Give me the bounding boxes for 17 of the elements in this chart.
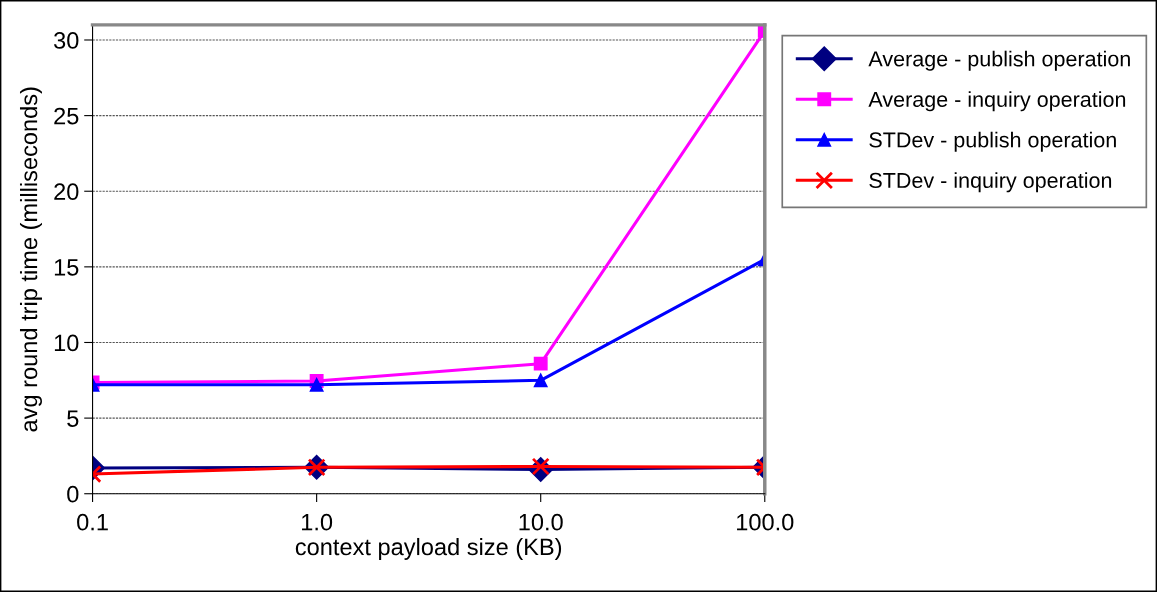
x-tick-label: 100.0 (737, 513, 794, 531)
y-tick-label: 20 (54, 183, 79, 201)
x-tick-label: 0.1 (77, 513, 108, 531)
y-axis-title: avg round trip time (milliseconds) (19, 87, 42, 432)
legend-label: STDev - publish operation (869, 131, 1116, 152)
y-tick-label: 10 (54, 334, 79, 352)
y-tick-label: 15 (54, 259, 79, 276)
y-tick-label: 5 (67, 410, 79, 427)
y-tick-label: 30 (54, 32, 79, 49)
legend-label: Average - inquiry operation (868, 91, 1126, 112)
x-tick-label: 1.0 (302, 513, 333, 531)
y-tick-label: 25 (54, 107, 79, 125)
x-axis-title: context payload size (KB) (295, 537, 562, 560)
legend-label: Average - publish operation (868, 50, 1130, 71)
y-tick-label: 0 (67, 485, 79, 503)
legend-label: STDev - inquiry operation (869, 172, 1112, 193)
x-tick-label: 10.0 (519, 513, 563, 531)
